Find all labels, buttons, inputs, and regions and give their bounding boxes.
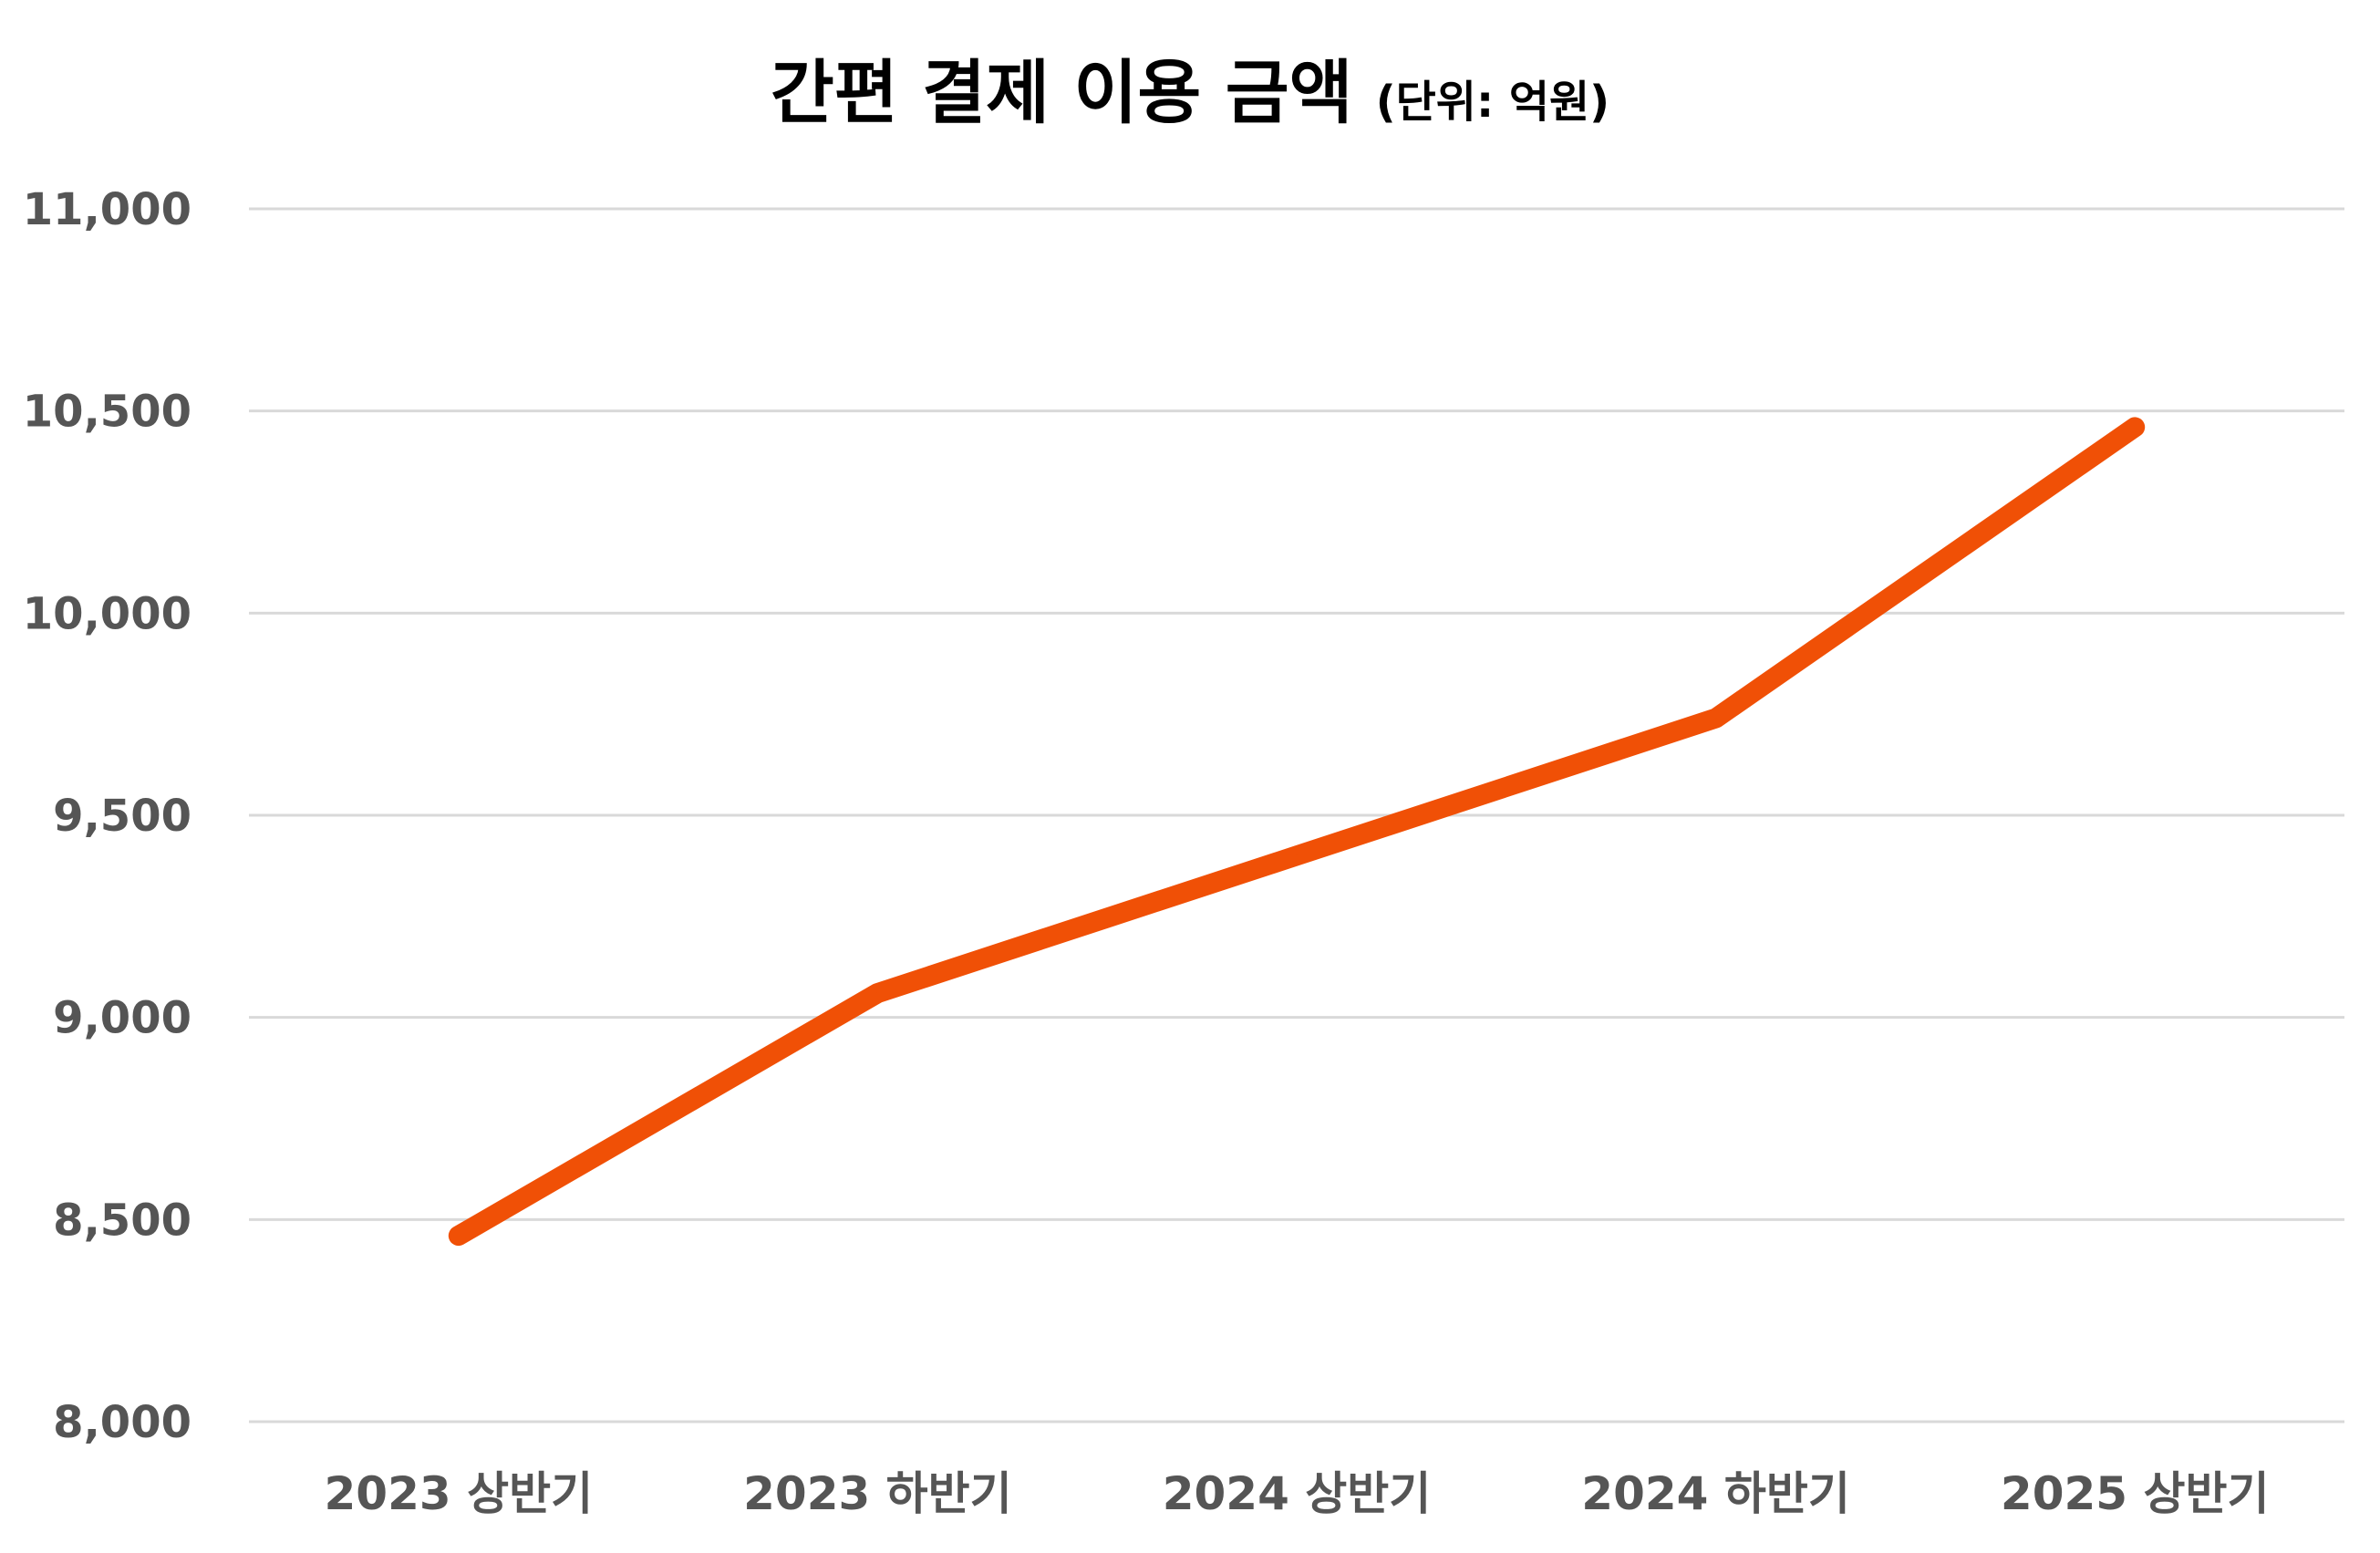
chart-title-group: 간편 결제 이용 금액 (단위: 억원): [771, 52, 1609, 133]
series-line: [448, 417, 2146, 1247]
x-axis: 2023 상반기 2023 하반기 2024 상반기 2024 하반기 2025 상반기: [325, 1467, 2270, 1520]
y-axis: 8,000 8,500 9,000 9,500 10,000 10,500 11,000: [23, 184, 191, 1448]
data-point: [1714, 717, 1717, 720]
series-group: [448, 417, 2146, 1247]
y-tick-label: 9,000: [53, 993, 191, 1044]
x-tick-label: 2025 상반기: [2001, 1467, 2270, 1520]
x-tick-label: 2023 상반기: [325, 1467, 594, 1520]
data-point: [2134, 426, 2137, 429]
y-tick-label: 11,000: [23, 184, 191, 235]
data-point: [876, 992, 879, 995]
y-tick-label: 10,000: [23, 588, 191, 639]
chart-title: 간편 결제 이용 금액: [771, 52, 1353, 133]
x-tick-label: 2024 하반기: [1581, 1467, 1850, 1520]
gridlines: [249, 207, 2344, 1424]
chart-unit-label: (단위: 억원): [1376, 77, 1609, 128]
y-tick-label: 10,500: [23, 387, 191, 438]
x-tick-label: 2024 상반기: [1163, 1467, 1432, 1520]
x-tick-label: 2023 하반기: [743, 1467, 1012, 1520]
y-tick-label: 9,500: [53, 791, 191, 842]
y-tick-label: 8,000: [53, 1397, 191, 1448]
data-point: [1296, 854, 1298, 857]
y-tick-label: 8,500: [53, 1195, 191, 1246]
data-point: [457, 1235, 460, 1237]
